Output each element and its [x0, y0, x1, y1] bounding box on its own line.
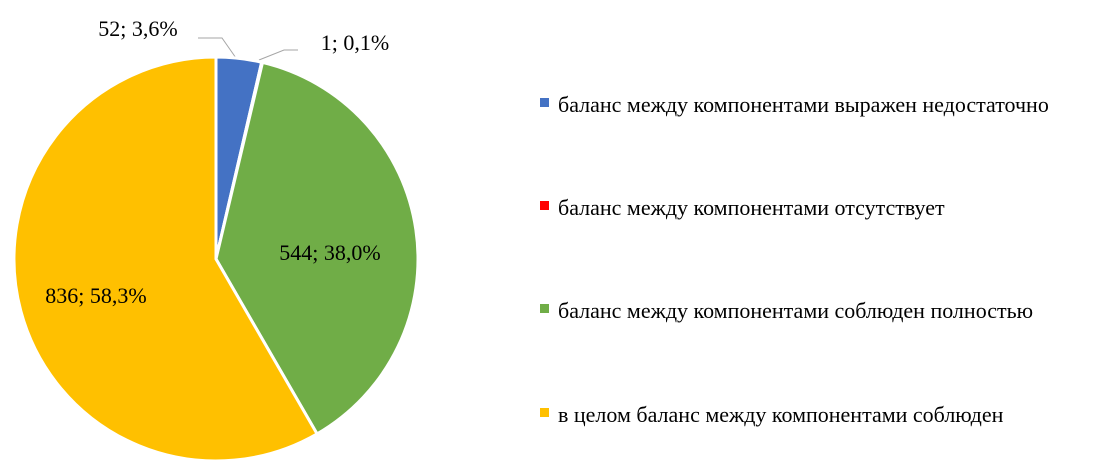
legend-label: баланс между компонентами отсутствует: [558, 195, 945, 220]
leader-line: [198, 37, 237, 59]
legend-swatch: [540, 201, 549, 210]
legend-label: баланс между компонентами соблюден полно…: [558, 298, 1034, 323]
legend-item: баланс между компонентами соблюден полно…: [540, 294, 1120, 327]
data-label: 836; 58,3%: [45, 283, 146, 308]
data-label: 544; 38,0%: [279, 240, 380, 265]
legend-swatch: [540, 98, 549, 107]
legend-item: в целом баланс между компонентами соблюд…: [540, 398, 1120, 431]
legend-label: в целом баланс между компонентами соблюд…: [558, 402, 1004, 427]
legend-label: баланс между компонентами выражен недост…: [558, 92, 1049, 117]
legend-item: баланс между компонентами выражен недост…: [540, 88, 1120, 121]
legend-swatch: [540, 304, 549, 313]
data-label: 1; 0,1%: [321, 30, 389, 55]
leader-line: [258, 49, 298, 61]
legend-swatch: [540, 408, 549, 417]
legend-item: баланс между компонентами отсутствует: [540, 191, 1120, 224]
data-label: 52; 3,6%: [98, 16, 177, 41]
pie-slice: [214, 60, 420, 436]
